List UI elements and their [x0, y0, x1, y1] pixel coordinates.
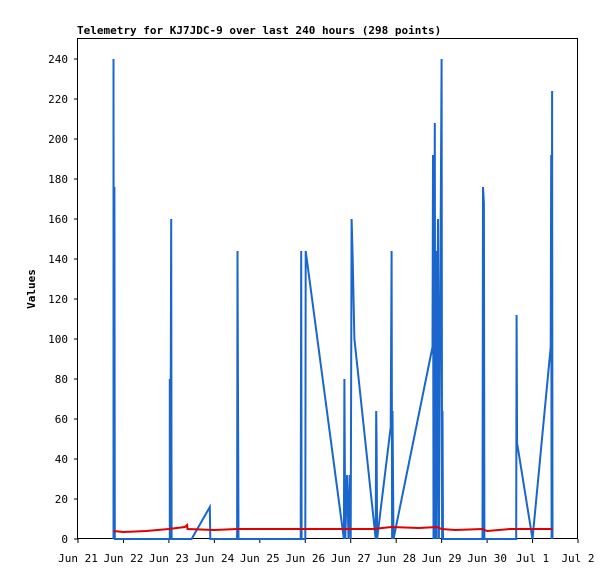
y-tick-label-11: 220: [48, 93, 68, 106]
plot-frame: [77, 38, 578, 539]
x-tick-label-4: Jun 25: [240, 552, 280, 565]
y-tick-label-1: 20: [55, 493, 68, 506]
y-tick-label-2: 40: [55, 453, 68, 466]
x-tick-label-7: Jun 28: [376, 552, 416, 565]
x-tick-label-8: Jun 29: [422, 552, 462, 565]
x-tick-label-0: Jun 21: [58, 552, 98, 565]
x-tick-label-2: Jun 23: [149, 552, 189, 565]
x-tick-label-11: Jul 2: [561, 552, 594, 565]
y-tick-label-7: 140: [48, 253, 68, 266]
x-axis-ticks: Jun 21 Jun 22 Jun 23 Jun 24 Jun 25 Jun 26 Jun …: [58, 539, 595, 565]
x-tick-label-9: Jun 30: [467, 552, 507, 565]
y-tick-label-0: 0: [61, 533, 68, 546]
y-tick-label-12: 240: [48, 53, 68, 66]
y-axis-ticks: 0 20 40 60 80 100 120 140 160 180 200 220 240: [48, 53, 78, 546]
y-tick-label-5: 100: [48, 333, 68, 346]
x-tick-label-5: Jun 26: [285, 552, 325, 565]
y-tick-label-6: 120: [48, 293, 68, 306]
chart-title: Telemetry for KJ7JDC-9 over last 240 hou…: [77, 24, 441, 37]
series-layer: [112, 58, 554, 540]
y-axis-label: Values: [25, 269, 38, 309]
series-line-0: [112, 58, 554, 540]
y-tick-label-9: 180: [48, 173, 68, 186]
x-tick-label-10: Jul 1: [516, 552, 549, 565]
x-tick-label-3: Jun 24: [194, 552, 234, 565]
y-tick-label-4: 80: [55, 373, 68, 386]
x-tick-label-6: Jun 27: [331, 552, 371, 565]
x-tick-label-1: Jun 22: [104, 552, 144, 565]
y-tick-label-3: 60: [55, 413, 68, 426]
y-tick-label-10: 200: [48, 133, 68, 146]
y-tick-label-8: 160: [48, 213, 68, 226]
series-line-1: [113, 522, 553, 534]
